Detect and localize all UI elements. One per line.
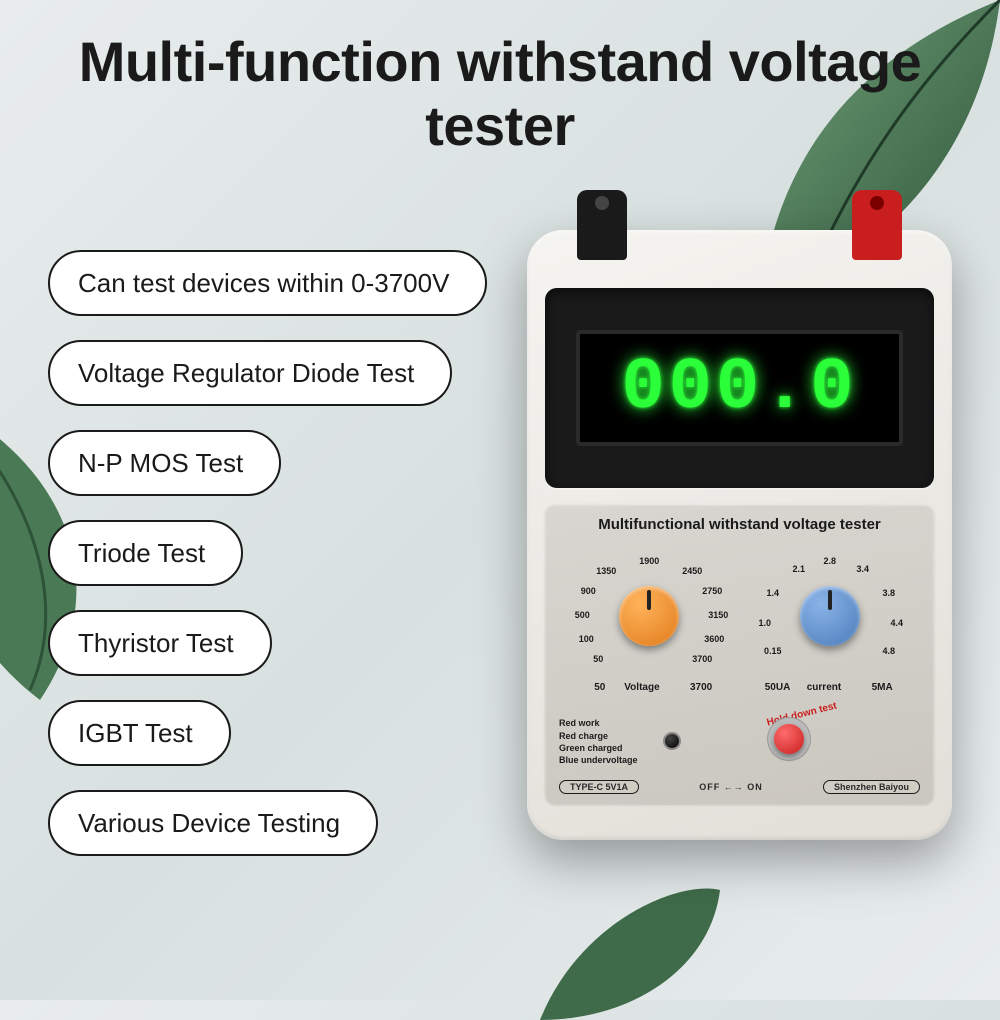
- probe-black: [577, 190, 627, 260]
- current-dial-group: 0.15 1.0 1.4 2.1 2.8 3.4 3.8 4.4 4.8 50U…: [745, 541, 915, 691]
- current-tick: 2.8: [823, 556, 836, 566]
- badge-brand: Shenzhen Baiyou: [823, 780, 920, 794]
- current-label-right: 5MA: [872, 682, 893, 693]
- feature-pill: IGBT Test: [48, 700, 231, 766]
- voltage-tick: 1350: [596, 566, 616, 576]
- voltage-tick: 3150: [708, 610, 728, 620]
- voltage-tick: 2750: [702, 586, 722, 596]
- voltage-label-center: Voltage: [624, 682, 659, 693]
- test-button-label: Hold down test: [766, 700, 838, 728]
- voltage-label-left: 50: [594, 682, 605, 693]
- digital-display-frame: 000.0: [545, 288, 934, 488]
- voltage-tick: 900: [581, 586, 596, 596]
- feature-pill: Voltage Regulator Diode Test: [48, 340, 452, 406]
- voltage-tick: 100: [579, 634, 594, 644]
- voltage-tick: 500: [575, 610, 590, 620]
- voltage-label-right: 3700: [690, 682, 712, 693]
- status-line: Blue undervoltage: [559, 754, 638, 766]
- feature-pill-list: Can test devices within 0-3700V Voltage …: [48, 250, 487, 856]
- current-tick: 2.1: [792, 564, 805, 574]
- voltage-tick: 2450: [682, 566, 702, 576]
- voltage-tick: 3600: [704, 634, 724, 644]
- voltage-tick: 1900: [639, 556, 659, 566]
- voltage-knob[interactable]: [619, 586, 679, 646]
- status-line: Red work: [559, 717, 638, 729]
- feature-pill: Various Device Testing: [48, 790, 378, 856]
- current-tick: 4.8: [882, 646, 895, 656]
- current-tick: 1.4: [766, 588, 779, 598]
- current-knob[interactable]: [800, 586, 860, 646]
- feature-pill: Can test devices within 0-3700V: [48, 250, 487, 316]
- test-button[interactable]: [774, 724, 804, 754]
- probe-red: [852, 190, 902, 260]
- current-tick: 4.4: [890, 618, 903, 628]
- voltage-tick: 3700: [692, 654, 712, 664]
- digital-display: 000.0: [576, 330, 903, 446]
- status-led: [665, 734, 679, 748]
- probe-row: [527, 190, 952, 250]
- current-tick: 3.8: [882, 588, 895, 598]
- badge-power: TYPE-C 5V1A: [559, 780, 639, 794]
- leaf-decoration-bottom: [540, 880, 720, 1020]
- status-line: Green charged: [559, 742, 638, 754]
- current-label-center: current: [807, 682, 841, 693]
- panel-title: Multifunctional withstand voltage tester: [559, 516, 920, 533]
- current-tick: 0.15: [764, 646, 782, 656]
- status-line: Red charge: [559, 730, 638, 742]
- current-label-left: 50UA: [765, 682, 791, 693]
- readout-value: 000.0: [621, 347, 857, 429]
- current-tick: 3.4: [856, 564, 869, 574]
- voltage-dial-group: 50 100 500 900 1350 1900 2450 2750 3150 …: [564, 541, 734, 691]
- voltage-tick: 50: [593, 654, 603, 664]
- feature-pill: N-P MOS Test: [48, 430, 281, 496]
- status-legend: Red work Red charge Green charged Blue u…: [559, 717, 638, 766]
- control-panel: Multifunctional withstand voltage tester…: [545, 504, 934, 804]
- feature-pill: Thyristor Test: [48, 610, 272, 676]
- device-body: 000.0 Multifunctional withstand voltage …: [527, 230, 952, 840]
- power-switch-label: OFF ←→ ON: [699, 782, 763, 792]
- page-title: Multi-function withstand voltage tester: [50, 30, 950, 159]
- current-tick: 1.0: [758, 618, 771, 628]
- feature-pill: Triode Test: [48, 520, 243, 586]
